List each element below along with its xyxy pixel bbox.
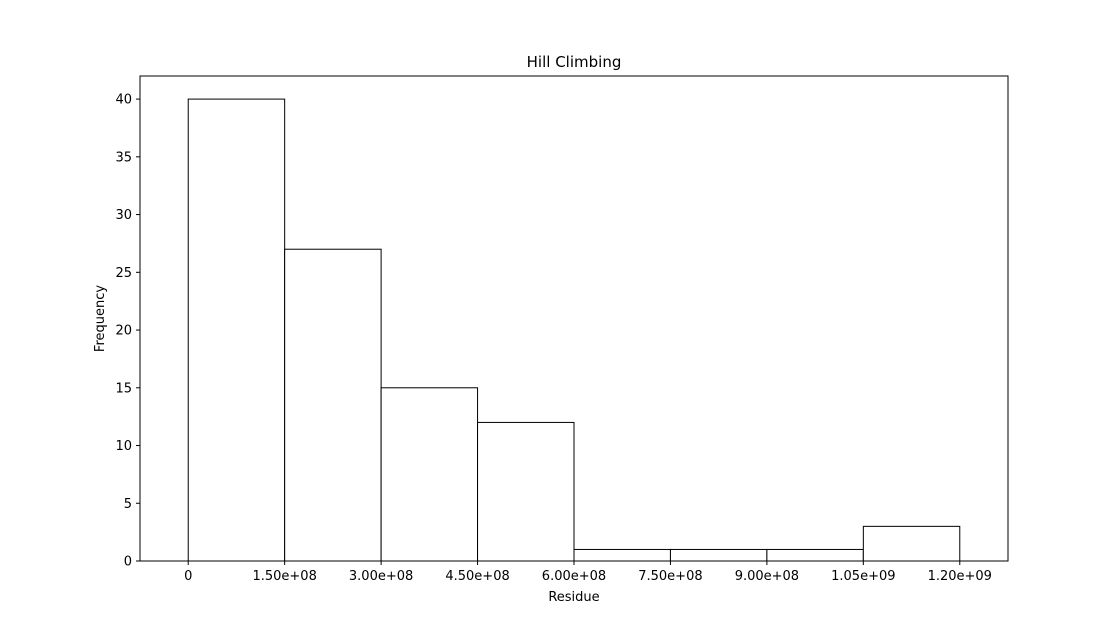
y-tick-label: 35 bbox=[115, 150, 132, 165]
x-tick-label: 3.00e+08 bbox=[349, 569, 413, 584]
y-tick-label: 20 bbox=[115, 324, 132, 339]
x-tick-label: 4.50e+08 bbox=[445, 569, 509, 584]
y-axis: 0 5 10 15 20 25 30 35 40 bbox=[115, 93, 140, 570]
x-tick-label: 0 bbox=[184, 569, 192, 584]
x-tick-label: 6.00e+08 bbox=[542, 569, 606, 584]
y-axis-label: Frequency bbox=[93, 285, 108, 352]
x-axis: 0 1.50e+08 3.00e+08 4.50e+08 6.00e+08 7.50e+0… bbox=[184, 561, 992, 584]
x-tick-label: 1.05e+09 bbox=[831, 569, 895, 584]
y-tick-label: 10 bbox=[115, 439, 132, 454]
x-tick-label: 1.50e+08 bbox=[252, 569, 316, 584]
y-tick-label: 25 bbox=[115, 266, 132, 281]
histogram-bar-3 bbox=[477, 421, 575, 562]
y-tick-label: 15 bbox=[115, 381, 132, 396]
y-tick-label: 40 bbox=[115, 93, 132, 108]
histogram-bar-2 bbox=[380, 387, 479, 562]
histogram-bar-4 bbox=[573, 548, 671, 562]
histogram-bar-6 bbox=[766, 548, 864, 562]
y-tick-label: 5 bbox=[124, 497, 132, 512]
x-axis-label: Residue bbox=[548, 590, 599, 605]
x-tick-label: 7.50e+08 bbox=[638, 569, 702, 584]
y-tick-label: 30 bbox=[115, 208, 132, 223]
histogram-bar-0 bbox=[187, 98, 286, 562]
histogram-bar-5 bbox=[669, 548, 768, 562]
x-tick-label: 9.00e+08 bbox=[735, 569, 799, 584]
histogram-bar-1 bbox=[284, 248, 382, 562]
bars bbox=[187, 98, 961, 562]
histogram-bar-7 bbox=[862, 525, 961, 562]
y-tick-label: 0 bbox=[124, 555, 132, 570]
x-tick-label: 1.20e+09 bbox=[928, 569, 992, 584]
chart-title: Hill Climbing bbox=[527, 53, 622, 71]
